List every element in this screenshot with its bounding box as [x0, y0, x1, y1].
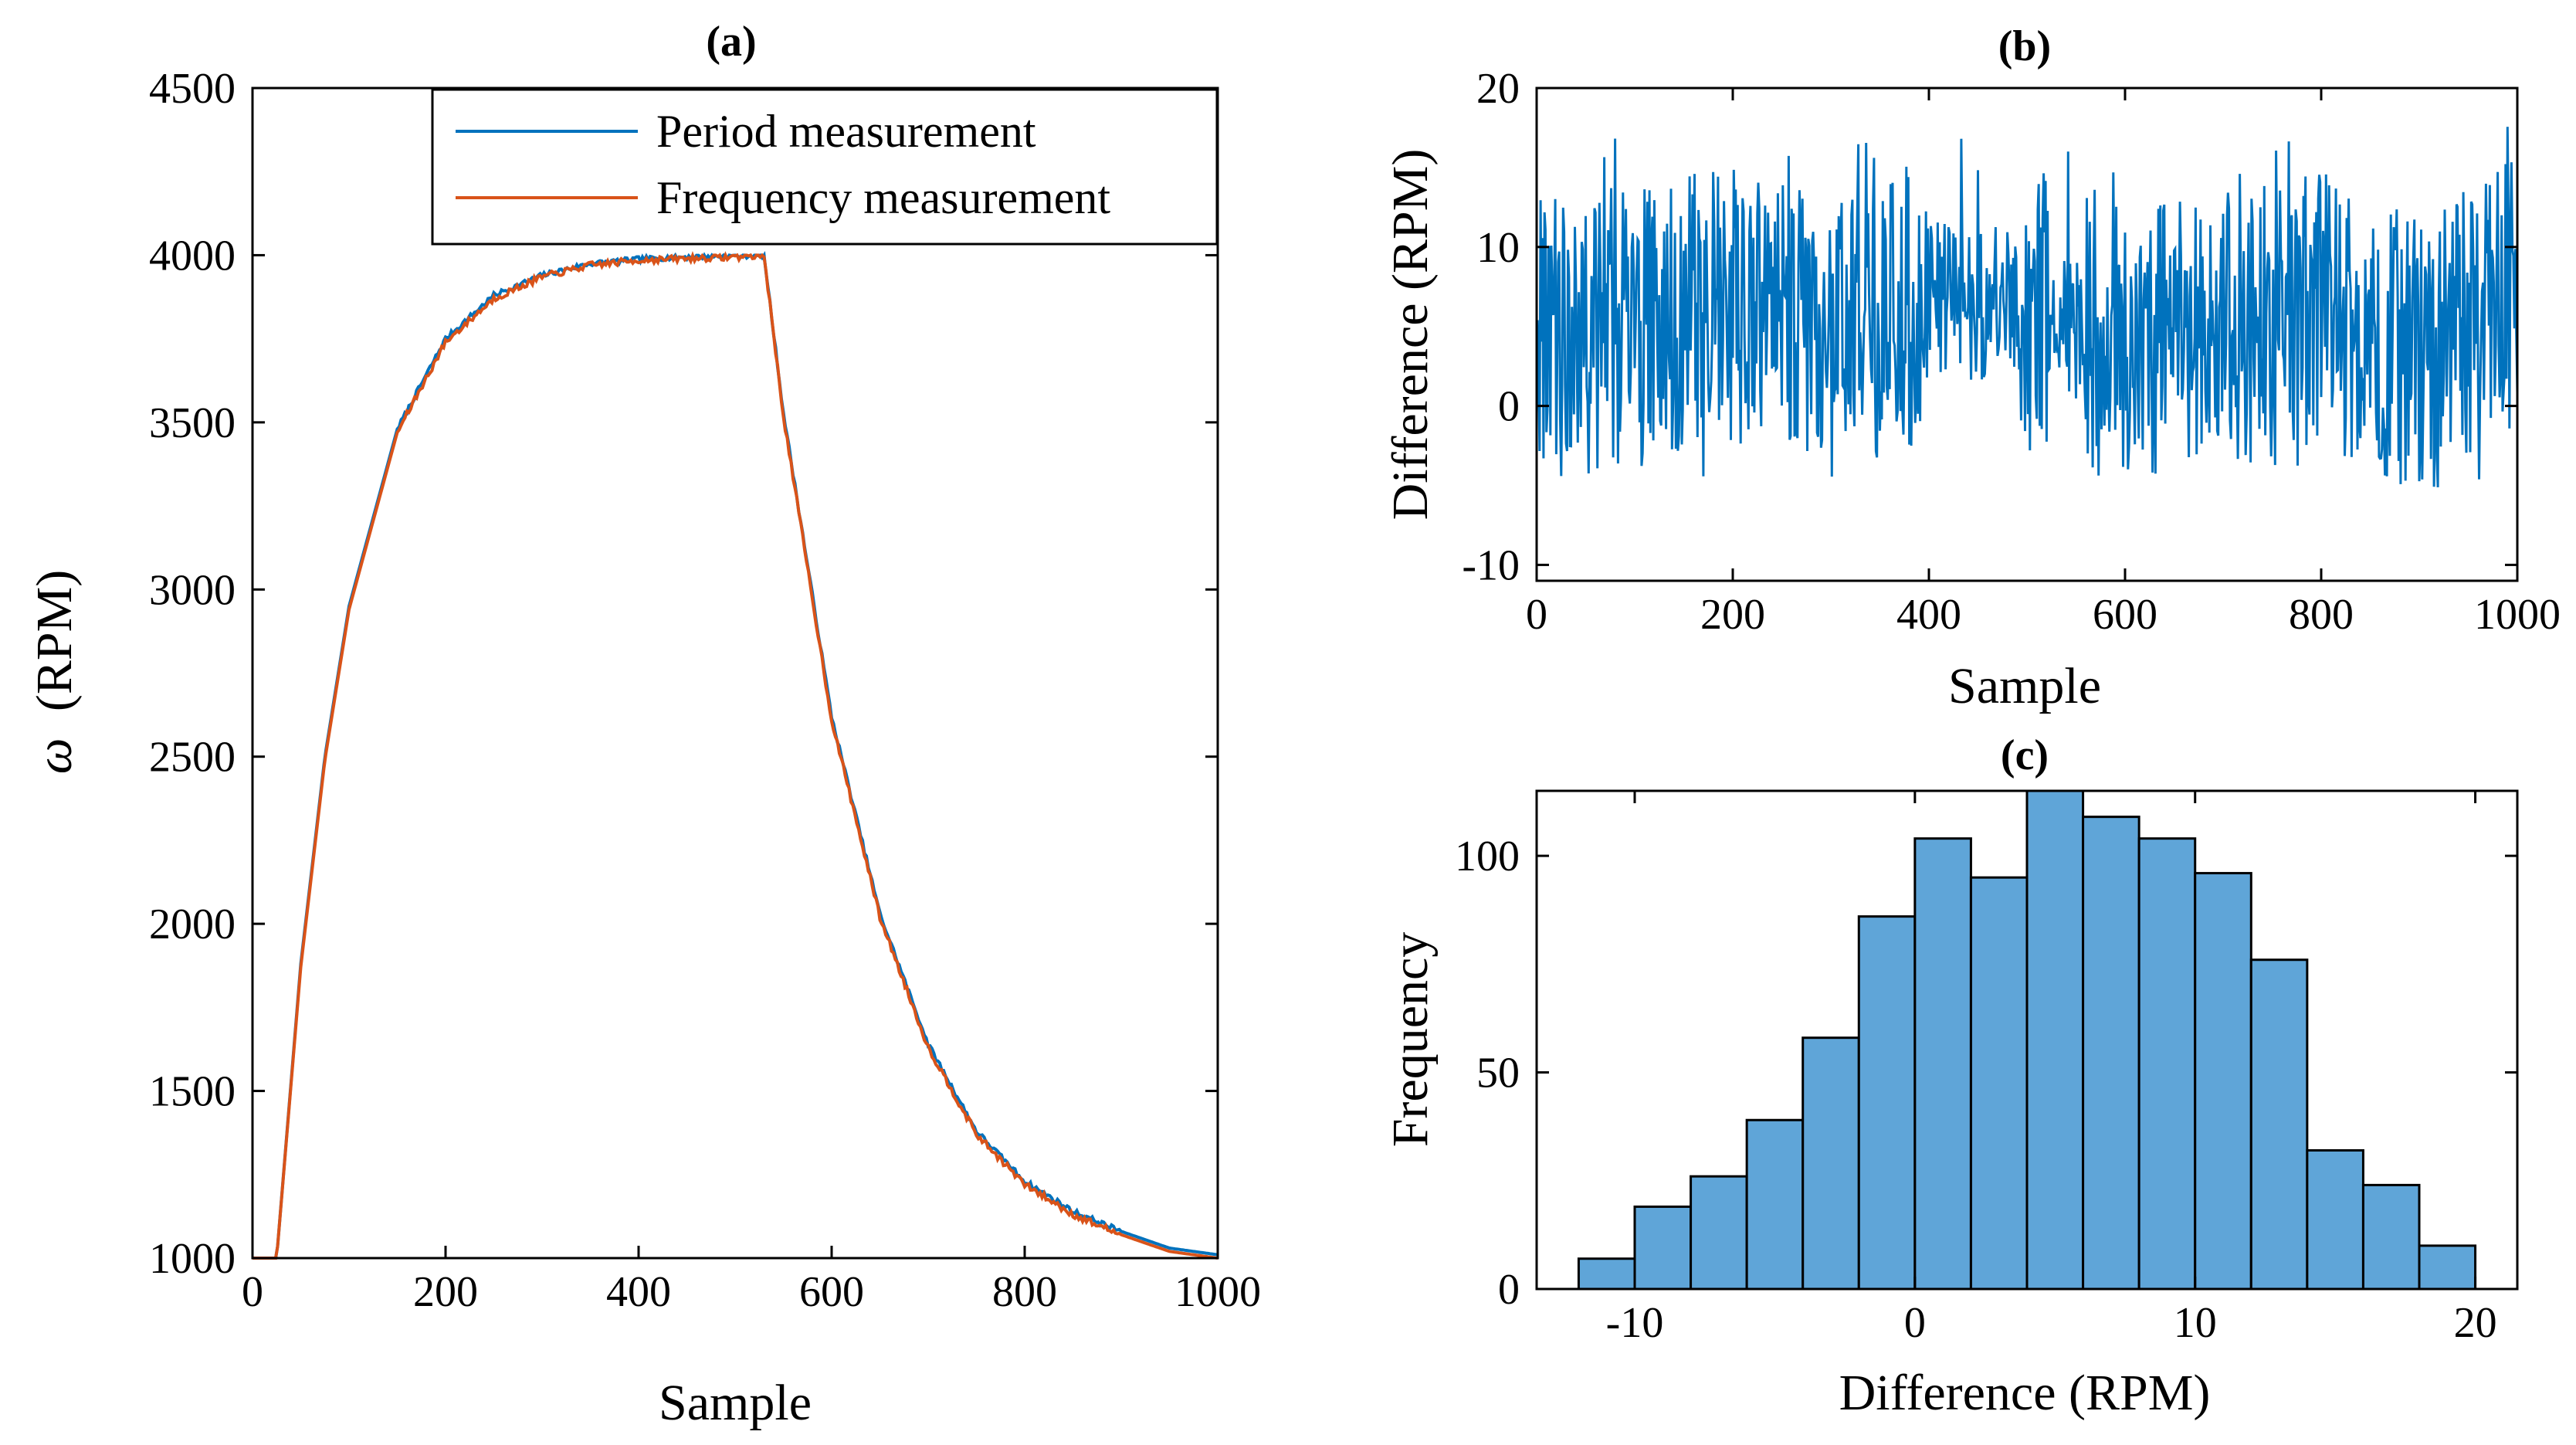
- histogram-bar: [1857, 915, 1917, 1291]
- histogram-bar: [1802, 1036, 1860, 1291]
- panel-a-y-ticks: 1000 1500 2000 2500 3000 3500 4000 4500: [149, 65, 1218, 1283]
- histogram-bar: [2306, 1149, 2364, 1291]
- panel-c-y-ticks: 0 50 100: [1455, 833, 2517, 1314]
- c-ytick-label: 50: [1476, 1050, 1520, 1097]
- series-line-period: [253, 250, 1219, 1260]
- a-xtick-label: 400: [606, 1268, 671, 1316]
- omega-symbol: ω: [26, 738, 83, 775]
- panel-b-x-ticks: 0 200 400 600 800 1000: [1526, 88, 2561, 639]
- a-ytick-label: 4500: [149, 65, 236, 113]
- a-ytick-label: 1500: [149, 1068, 236, 1116]
- histogram-bar: [1969, 876, 2029, 1291]
- panel-b-y-ticks: -10 0 10 20: [1462, 65, 2517, 589]
- histogram-bar: [2249, 958, 2309, 1291]
- histogram-bar: [1577, 1257, 1636, 1291]
- a-ytick-label: 3000: [149, 566, 236, 614]
- panel-c: (c) -10 0 10 20 0 50 100 Difference (RPM) Fre…: [1382, 731, 2519, 1421]
- b-xtick-label: 0: [1526, 591, 1547, 639]
- b-ytick-label: 20: [1476, 65, 1520, 113]
- b-xtick-label: 600: [2093, 591, 2157, 639]
- panel-a-y-label: ω (RPM): [26, 570, 83, 774]
- b-xtick-label: 200: [1700, 591, 1765, 639]
- panel-a-plot-area: [253, 250, 1219, 1260]
- c-ytick-label: 100: [1455, 833, 1520, 880]
- histogram-bar: [2025, 789, 2085, 1291]
- histogram-bar: [2418, 1244, 2477, 1291]
- a-ytick-label: 1000: [149, 1235, 236, 1283]
- panel-b-title: (b): [1998, 22, 2051, 70]
- legend-box: [431, 88, 1219, 246]
- panel-a-title: (a): [706, 18, 756, 66]
- panel-c-title: (c): [2001, 731, 2049, 779]
- b-xtick-label: 800: [2289, 591, 2354, 639]
- histogram-bar: [1745, 1118, 1805, 1291]
- b-ytick-label: 0: [1498, 383, 1520, 431]
- histogram-bar: [2137, 837, 2197, 1291]
- c-xtick-label: 0: [1904, 1299, 1926, 1347]
- panel-a-axes-box: [251, 86, 1219, 1260]
- panel-a-x-label: Sample: [659, 1375, 812, 1431]
- a-ytick-label: 4000: [149, 232, 236, 280]
- a-ytick-label: 3500: [149, 399, 236, 447]
- panel-a-x-ticks: 0 200 400 600 800 1000: [242, 88, 1261, 1316]
- panel-c-x-ticks: -10 0 10 20: [1606, 791, 2497, 1347]
- a-ytick-label: 2000: [149, 901, 236, 948]
- a-xtick-label: 1000: [1174, 1268, 1261, 1316]
- a-ytick-label: 2500: [149, 734, 236, 782]
- panel-b-plot-area: [1535, 127, 2519, 487]
- panel-c-axes-box: [1535, 789, 2519, 1291]
- histogram-bar: [1633, 1205, 1693, 1291]
- histogram-bar: [1913, 837, 1972, 1291]
- c-xtick-label: 10: [2174, 1299, 2217, 1347]
- histogram-bar: [1690, 1175, 1748, 1291]
- series-line-difference: [1535, 127, 2519, 487]
- a-xtick-label: 600: [799, 1268, 864, 1316]
- legend: Period measurement Frequency measurement: [431, 88, 1219, 246]
- histogram-bar: [2361, 1183, 2421, 1291]
- panel-a: (a) 0 200 400 600 800 1000 1000 1500 2000 2500 30…: [26, 18, 1261, 1431]
- panel-b-y-label: Difference (RPM): [1382, 149, 1439, 521]
- panel-c-plot-area: [1577, 789, 2477, 1291]
- legend-label-period: Period measurement: [656, 106, 1036, 157]
- b-ytick-label: -10: [1462, 541, 1520, 589]
- c-xtick-label: 20: [2454, 1299, 2497, 1347]
- a-xtick-label: 800: [992, 1268, 1057, 1316]
- panel-b-x-label: Sample: [1948, 658, 2101, 714]
- b-ytick-label: 10: [1476, 224, 1520, 272]
- histogram-bar: [2082, 816, 2140, 1291]
- panel-c-x-label: Difference (RPM): [1839, 1365, 2211, 1421]
- legend-label-frequency: Frequency measurement: [656, 172, 1110, 223]
- c-xtick-label: -10: [1606, 1299, 1664, 1347]
- panel-c-y-label: Frequency: [1382, 932, 1439, 1148]
- b-xtick-label: 1000: [2474, 591, 2561, 639]
- panel-b-axes-box: [1535, 86, 2519, 582]
- panel-a-y-unit: (RPM): [26, 570, 83, 711]
- a-xtick-label: 0: [242, 1268, 263, 1316]
- a-xtick-label: 200: [413, 1268, 478, 1316]
- b-xtick-label: 400: [1896, 591, 1961, 639]
- series-line-frequency: [253, 250, 1219, 1260]
- c-ytick-label: 0: [1498, 1266, 1520, 1314]
- histogram-bar: [2194, 872, 2252, 1291]
